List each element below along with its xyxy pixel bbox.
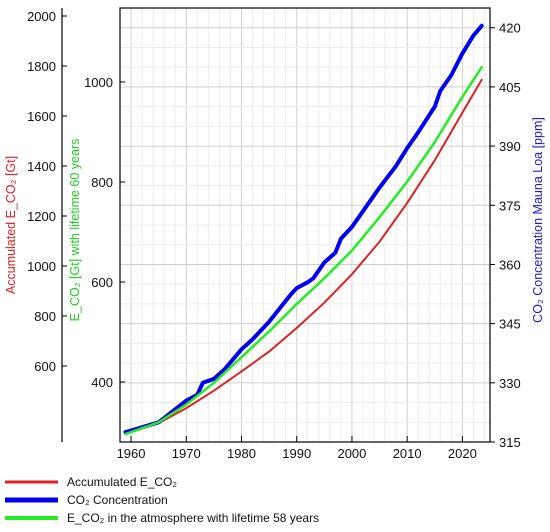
right-tick-label: 330 <box>499 376 521 391</box>
right-axis-label: CO₂ Concentration Mauna Loa [ppm] <box>531 117 545 323</box>
legend-label-2: E_CO₂ in the atmosphere with lifetime 58… <box>67 511 319 525</box>
legend: Accumulated E_CO₂ CO₂ Concentration E_CO₂ … <box>5 475 319 525</box>
series-line-2 <box>124 65 483 436</box>
left-inner-tick-label: 600 <box>91 275 113 290</box>
left-outer-tick-label: 1200 <box>27 209 56 224</box>
series-line-1 <box>123 23 484 435</box>
left-inner-axis-label: E_CO₂ [Gt] with lifetime 60 years <box>68 139 82 322</box>
left-inner-tick-label: 1000 <box>84 75 113 90</box>
left-inner-tick-label: 800 <box>91 175 113 190</box>
right-tick-label: 345 <box>499 317 521 332</box>
right-tick-label: 390 <box>499 139 521 154</box>
right-tick-label: 420 <box>499 21 521 36</box>
left-outer-tick-label: 1800 <box>27 59 56 74</box>
x-tick-label: 1960 <box>117 446 146 461</box>
right-tick-label: 405 <box>499 80 521 95</box>
x-tick-label: 1980 <box>227 446 256 461</box>
axes-layer <box>61 7 491 443</box>
x-tick-label: 2020 <box>448 446 477 461</box>
left-outer-tick-label: 600 <box>34 359 56 374</box>
left-outer-tick-label: 1400 <box>27 159 56 174</box>
right-tick-label: 375 <box>499 198 521 213</box>
x-tick-label: 1970 <box>172 446 201 461</box>
left-outer-tick-label: 2000 <box>27 9 56 24</box>
right-tick-label: 360 <box>499 257 521 272</box>
left-outer-tick-label: 1600 <box>27 109 56 124</box>
x-tick-label: 2000 <box>337 446 366 461</box>
x-tick-label: 1990 <box>282 446 311 461</box>
x-tick-label: 2010 <box>393 446 422 461</box>
left-outer-tick-label: 1000 <box>27 259 56 274</box>
axis-labels: Accumulated E_CO₂ [Gt] E_CO₂ [Gt] with li… <box>4 117 545 323</box>
series-layer <box>123 23 484 436</box>
legend-label-1: CO₂ Concentration <box>67 493 168 507</box>
ticks-layer: 1960 1970 1980 1990 2000 2010 2020 315 330 345 360… <box>27 9 521 461</box>
plot-frame <box>119 7 491 443</box>
left-inner-tick-label: 400 <box>91 375 113 390</box>
right-tick-label: 315 <box>499 435 521 450</box>
legend-label-0: Accumulated E_CO₂ <box>67 475 177 489</box>
left-outer-tick-label: 800 <box>34 309 56 324</box>
series-line-0 <box>124 78 483 436</box>
left-outer-axis-label: Accumulated E_CO₂ [Gt] <box>4 156 18 294</box>
